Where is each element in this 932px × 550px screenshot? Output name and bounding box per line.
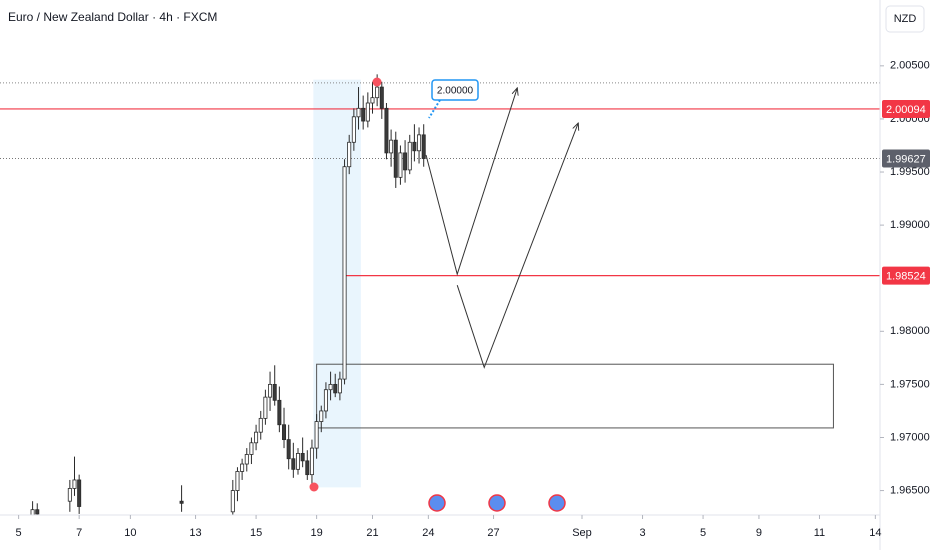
x-tick-label: 27 xyxy=(487,527,499,539)
chart-title: Euro / New Zealand Dollar · 4h · FXCM xyxy=(8,10,217,24)
candle-body xyxy=(263,396,268,419)
x-tick-label: 21 xyxy=(366,527,378,539)
candle-body xyxy=(282,424,287,441)
candle-body xyxy=(179,500,184,504)
x-tick-label: 24 xyxy=(422,527,434,539)
event-marker xyxy=(372,77,382,87)
candle-body xyxy=(398,152,403,178)
candle-body xyxy=(272,383,277,401)
candle-body xyxy=(393,139,398,178)
candle-body xyxy=(244,454,249,465)
candle-body xyxy=(361,107,366,122)
candle-body xyxy=(286,439,291,460)
candle-body xyxy=(337,378,342,394)
candle-body xyxy=(300,453,305,462)
candle-body xyxy=(342,166,347,380)
candle-body xyxy=(35,509,40,515)
callout-text: 2.00000 xyxy=(437,86,474,97)
y-tick-label: 1.99500 xyxy=(890,166,930,178)
candle-body xyxy=(412,141,417,152)
projection-arrow xyxy=(425,88,517,276)
plot-area xyxy=(0,74,880,515)
candle-body xyxy=(295,453,300,470)
last-price-badge xyxy=(882,149,930,168)
candle-body xyxy=(384,107,389,154)
x-tick-label: Sep xyxy=(572,527,592,539)
x-tick-label: 5 xyxy=(700,527,706,539)
candle-body xyxy=(230,490,235,513)
candle-body xyxy=(314,421,319,449)
x-tick-label: 19 xyxy=(310,527,322,539)
candle-body xyxy=(319,410,324,422)
candle-body xyxy=(323,389,328,412)
event-icon xyxy=(488,494,506,512)
level-label: 1.98524 xyxy=(886,271,926,283)
level-badge xyxy=(882,266,930,285)
candle-body xyxy=(249,442,254,455)
candle-body xyxy=(375,86,380,99)
candle-body xyxy=(379,86,384,109)
x-tick-label: 13 xyxy=(189,527,201,539)
candle-body xyxy=(240,463,245,472)
candle-body xyxy=(403,152,408,171)
x-tick-label: 3 xyxy=(639,527,645,539)
x-tick-label: 9 xyxy=(756,527,762,539)
y-tick-label: 1.96500 xyxy=(890,484,930,496)
x-tick-label: 15 xyxy=(250,527,262,539)
candle-body xyxy=(268,383,273,398)
level-label: 2.00094 xyxy=(886,104,926,116)
candle-body xyxy=(407,141,412,171)
x-tick-label: 14 xyxy=(869,527,881,539)
currency-box[interactable] xyxy=(885,5,925,33)
candle-body xyxy=(305,460,310,476)
candle-body xyxy=(309,447,314,476)
candle-body xyxy=(389,139,394,154)
y-tick-label: 1.99000 xyxy=(890,219,930,231)
candle-body xyxy=(370,97,375,104)
candle-body xyxy=(356,107,361,118)
candle-body xyxy=(258,417,263,433)
candle-body xyxy=(333,383,338,394)
event-icon xyxy=(548,494,566,512)
candle-body xyxy=(235,471,240,491)
callout-box xyxy=(431,79,479,101)
y-tick-label: 1.98000 xyxy=(890,325,930,337)
currency-label: NZD xyxy=(894,13,917,25)
y-tick-label: 2.00500 xyxy=(890,60,930,72)
projection-arrow xyxy=(456,123,578,369)
candle-body xyxy=(30,509,35,515)
candle-body xyxy=(277,399,282,426)
event-marker xyxy=(309,482,319,492)
callout-pointer xyxy=(428,99,441,119)
candle-body xyxy=(67,488,72,502)
demand-zone xyxy=(316,363,834,429)
level-badge xyxy=(882,99,930,118)
candle-body xyxy=(77,479,82,507)
candle-body xyxy=(421,134,426,159)
candle-body xyxy=(365,102,370,122)
y-tick-label: 1.97500 xyxy=(890,378,930,390)
last-price-label: 1.99627 xyxy=(886,153,926,165)
x-tick-label: 7 xyxy=(76,527,82,539)
x-tick-label: 5 xyxy=(16,527,22,539)
candle-body xyxy=(291,458,296,470)
candle-body xyxy=(328,383,333,391)
candle-body xyxy=(347,141,352,168)
x-tick-label: 11 xyxy=(814,527,825,539)
event-icon xyxy=(428,494,446,512)
candle-body xyxy=(72,479,77,489)
candle-body xyxy=(417,134,422,152)
candle-body xyxy=(351,116,356,143)
y-tick-label: 1.97000 xyxy=(890,431,930,443)
x-tick-label: 10 xyxy=(124,527,136,539)
candle-body xyxy=(254,431,259,444)
